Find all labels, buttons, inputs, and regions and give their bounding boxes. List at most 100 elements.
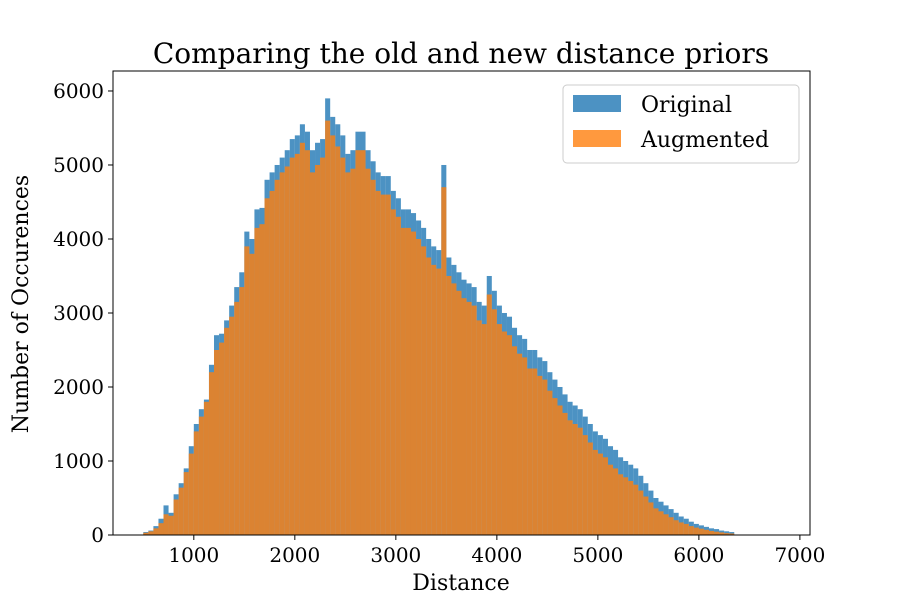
bar-augmented <box>456 290 462 535</box>
bar-augmented <box>618 474 624 535</box>
bar-augmented <box>461 298 467 535</box>
bar-augmented <box>567 420 573 535</box>
bar-augmented <box>683 523 689 535</box>
bar-augmented <box>193 431 199 535</box>
bar-augmented <box>385 194 391 535</box>
bar-augmented <box>355 150 361 535</box>
bar-augmented <box>148 531 154 535</box>
bar-augmented <box>320 157 326 535</box>
bar-augmented <box>537 375 543 535</box>
bar-augmented <box>309 172 316 535</box>
x-tick-label: 7000 <box>774 543 825 567</box>
bar-augmented <box>491 309 497 535</box>
bar-augmented <box>395 216 401 535</box>
chart-title: Comparing the old and new distance prior… <box>153 37 769 70</box>
bar-augmented <box>163 514 169 535</box>
bar-augmented <box>724 533 730 535</box>
bar-augmented <box>466 301 472 535</box>
bar-augmented <box>658 511 664 535</box>
bar-augmented <box>547 390 553 535</box>
bar-augmented <box>168 515 174 535</box>
bar-augmented <box>431 264 437 535</box>
y-tick-label: 3000 <box>53 301 104 325</box>
legend-label-original: Original <box>641 93 732 118</box>
bar-augmented <box>602 457 608 535</box>
bar-augmented <box>416 238 422 535</box>
bar-augmented <box>345 172 351 535</box>
bar-augmented <box>264 198 270 535</box>
bar-augmented <box>198 416 204 535</box>
bar-augmented <box>219 342 225 535</box>
bar-augmented <box>607 464 614 535</box>
bar-augmented <box>587 442 593 535</box>
bar-augmented <box>269 190 275 535</box>
bar-augmented <box>203 401 209 535</box>
x-tick-label: 4000 <box>471 543 522 567</box>
bar-augmented <box>254 227 260 535</box>
bar-augmented <box>143 532 149 535</box>
bar-augmented <box>471 305 477 535</box>
bar-augmented <box>648 502 654 535</box>
bar-augmented <box>628 480 634 535</box>
x-tick-label: 2000 <box>269 543 320 567</box>
bar-augmented <box>476 320 482 535</box>
y-tick-label: 0 <box>91 523 104 547</box>
bar-augmented <box>274 179 280 536</box>
bar-augmented <box>208 372 215 535</box>
bar-augmented <box>178 487 184 535</box>
bar-augmented <box>173 499 179 535</box>
bar-augmented <box>375 190 381 535</box>
bar-augmented <box>512 346 518 535</box>
bar-augmented <box>315 164 321 535</box>
bar-augmented <box>214 349 220 535</box>
bar-augmented <box>517 353 523 535</box>
bar-augmented <box>668 517 674 535</box>
bar-augmented <box>239 287 245 535</box>
bar-augmented <box>340 157 346 535</box>
bar-augmented <box>552 398 558 535</box>
bar-augmented <box>234 301 240 535</box>
bar-augmented <box>426 257 432 535</box>
bar-augmented <box>304 150 310 535</box>
bar-augmented <box>562 412 568 535</box>
bar-augmented <box>183 472 189 535</box>
bar-augmented <box>643 496 649 535</box>
bar-augmented <box>714 531 720 535</box>
y-tick-label: 1000 <box>53 449 104 473</box>
legend-swatch-original <box>573 95 621 112</box>
bar-augmented <box>158 523 164 535</box>
bar-original <box>729 532 735 535</box>
bar-augmented <box>436 268 442 535</box>
bar-augmented <box>678 522 684 535</box>
bar-augmented <box>496 324 502 535</box>
series-augmented-bars <box>143 120 735 536</box>
bar-augmented <box>410 231 417 536</box>
bar-augmented <box>289 157 295 535</box>
bar-augmented <box>506 335 513 535</box>
y-axis-label: Number of Occurences <box>9 175 34 433</box>
bar-augmented <box>532 368 538 535</box>
bar-augmented <box>698 528 704 535</box>
bar-augmented <box>613 468 619 535</box>
bar-augmented <box>325 120 331 535</box>
bar-augmented <box>638 490 644 535</box>
y-tick-label: 5000 <box>53 153 104 177</box>
bar-augmented <box>693 527 699 535</box>
x-axis-label: Distance <box>412 571 509 596</box>
y-tick-label: 6000 <box>53 79 104 103</box>
bar-augmented <box>370 179 376 536</box>
bar-augmented <box>673 520 679 535</box>
bar-augmented <box>663 514 669 535</box>
bar-augmented <box>365 168 371 535</box>
bar-augmented <box>451 283 457 535</box>
bar-augmented <box>653 508 659 535</box>
plot-frame <box>112 70 811 536</box>
legend-label-augmented: Augmented <box>640 128 769 153</box>
bar-augmented <box>284 166 290 535</box>
bar-augmented <box>259 224 265 536</box>
x-tick-label: 6000 <box>673 543 724 567</box>
bar-augmented <box>400 227 406 535</box>
bar-augmented <box>188 453 194 535</box>
legend-swatch-augmented <box>573 130 621 147</box>
